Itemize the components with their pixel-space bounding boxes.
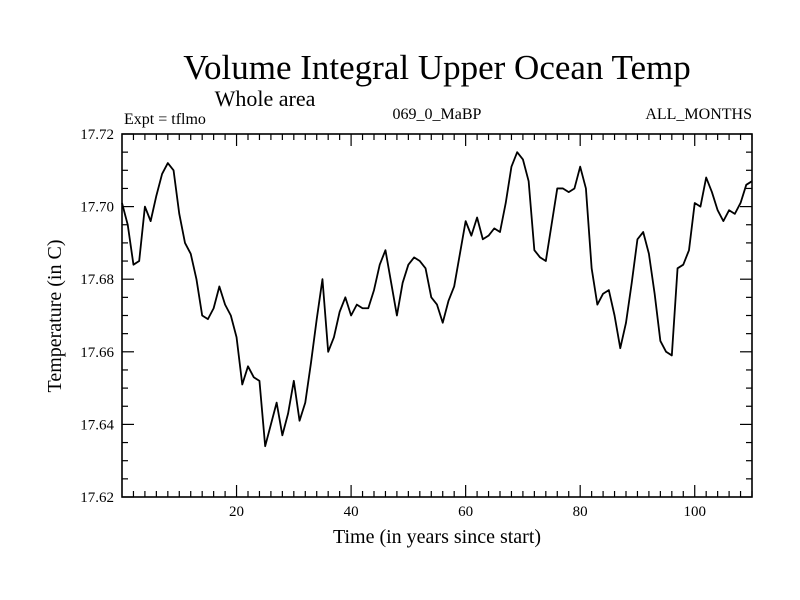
- x-tick-label: 80: [573, 504, 588, 520]
- x-tick-label: 20: [229, 504, 244, 520]
- experiment-label: Expt = tflmo: [124, 111, 206, 128]
- months-label: ALL_MONTHS: [645, 106, 752, 123]
- y-axis-label: Temperature (in C): [44, 240, 66, 393]
- x-tick-label: 100: [683, 504, 706, 520]
- y-tick-label: 17.72: [80, 127, 114, 143]
- chart-subtitle: Whole area: [215, 86, 316, 111]
- x-tick-label: 60: [458, 504, 473, 520]
- y-tick-label: 17.66: [80, 345, 114, 361]
- y-tick-label: 17.68: [80, 272, 114, 288]
- run-label: 069_0_MaBP: [393, 106, 482, 123]
- y-tick-label: 17.70: [80, 200, 114, 216]
- y-tick-label: 17.62: [80, 490, 114, 506]
- x-tick-label: 40: [344, 504, 359, 520]
- y-tick-label: 17.64: [80, 417, 114, 433]
- chart-title: Volume Integral Upper Ocean Temp: [183, 48, 690, 87]
- temperature-series-line: [121, 151, 753, 448]
- x-axis-label: Time (in years since start): [333, 526, 541, 548]
- axis-ticks: [122, 133, 753, 498]
- axis-tick-labels: 17.62 17.64 17.66 17.68 17.70 17.72 20 40 60 80 10…: [80, 127, 706, 520]
- plot-frame: [121, 133, 753, 498]
